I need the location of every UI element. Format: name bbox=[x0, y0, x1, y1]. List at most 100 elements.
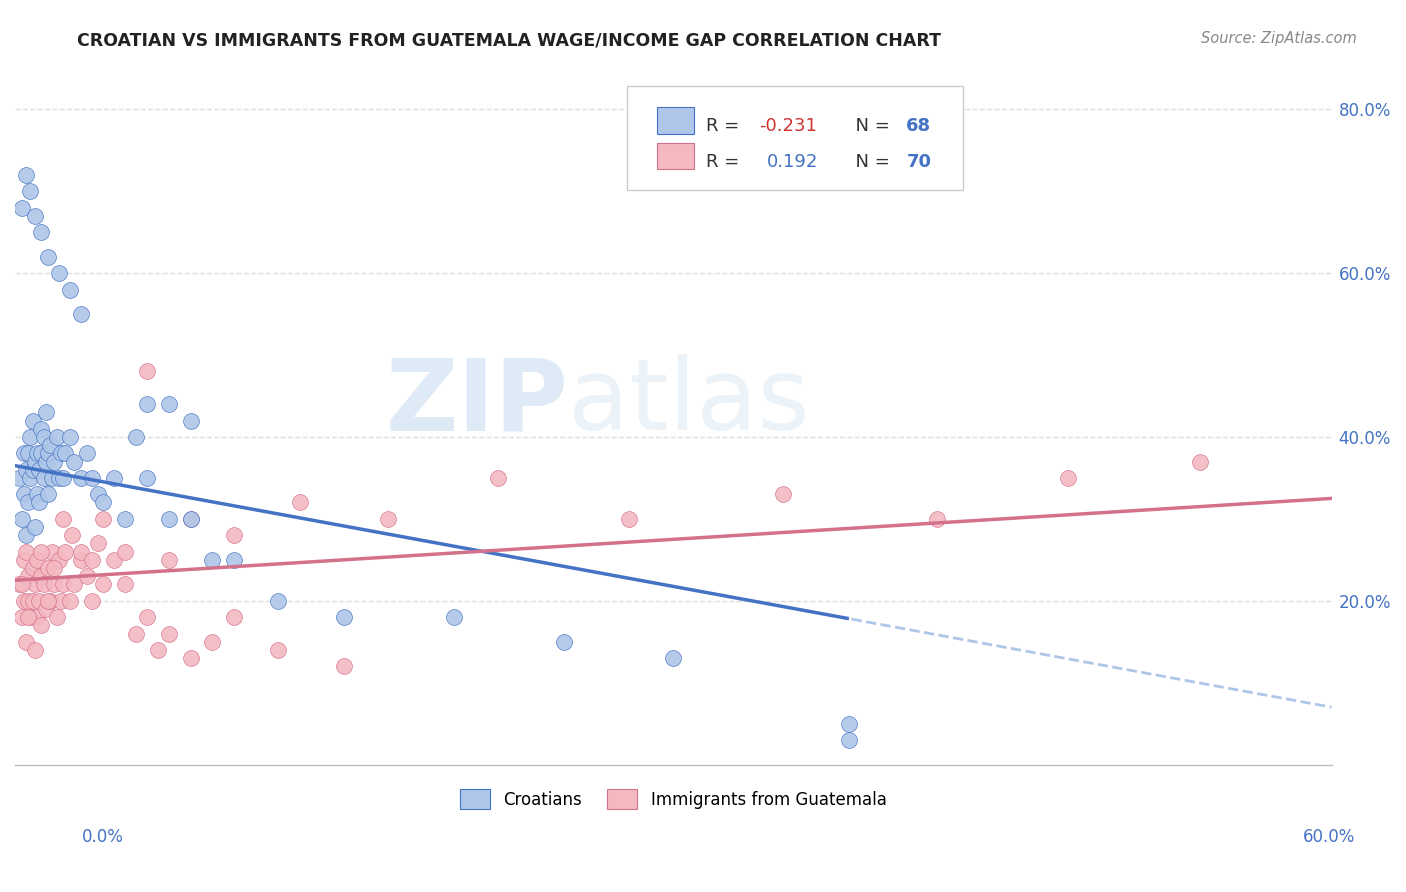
Point bbox=[91, 512, 114, 526]
Point bbox=[157, 626, 180, 640]
Point bbox=[69, 471, 91, 485]
Point bbox=[14, 634, 37, 648]
Point bbox=[224, 528, 246, 542]
Point bbox=[44, 561, 66, 575]
Point bbox=[80, 593, 103, 607]
Point bbox=[32, 471, 55, 485]
Point bbox=[20, 610, 42, 624]
Point bbox=[25, 446, 48, 460]
Point bbox=[290, 495, 312, 509]
Point bbox=[28, 495, 51, 509]
Point bbox=[44, 577, 66, 591]
Text: atlas: atlas bbox=[568, 354, 810, 451]
Point bbox=[30, 225, 52, 239]
Point bbox=[48, 266, 70, 280]
Point bbox=[224, 553, 246, 567]
Point bbox=[14, 463, 37, 477]
Point bbox=[925, 512, 948, 526]
Point bbox=[32, 577, 55, 591]
Point bbox=[125, 430, 148, 444]
Point bbox=[44, 454, 66, 468]
Point bbox=[13, 553, 35, 567]
Point bbox=[24, 577, 46, 591]
Point bbox=[10, 512, 32, 526]
Point bbox=[69, 544, 91, 558]
Point bbox=[25, 610, 48, 624]
Point bbox=[135, 610, 157, 624]
Text: N =: N = bbox=[845, 153, 896, 171]
Point bbox=[32, 430, 55, 444]
Point bbox=[49, 446, 72, 460]
Point bbox=[30, 569, 52, 583]
Point bbox=[10, 610, 32, 624]
Point bbox=[49, 593, 72, 607]
Point bbox=[24, 209, 46, 223]
Point bbox=[59, 430, 82, 444]
Text: Source: ZipAtlas.com: Source: ZipAtlas.com bbox=[1201, 31, 1357, 46]
Point bbox=[125, 626, 148, 640]
Text: R =: R = bbox=[706, 117, 745, 136]
Point bbox=[20, 430, 42, 444]
Point bbox=[21, 561, 44, 575]
Point bbox=[55, 544, 77, 558]
Point bbox=[21, 463, 44, 477]
Point bbox=[91, 495, 114, 509]
Point bbox=[41, 544, 63, 558]
Point bbox=[103, 471, 125, 485]
Point bbox=[17, 569, 39, 583]
Point bbox=[24, 454, 46, 468]
Point bbox=[59, 283, 82, 297]
Point bbox=[135, 364, 157, 378]
Point bbox=[17, 495, 39, 509]
Point bbox=[35, 405, 58, 419]
Point bbox=[180, 651, 202, 665]
Point bbox=[48, 471, 70, 485]
Point bbox=[37, 487, 59, 501]
Point bbox=[619, 512, 641, 526]
Point bbox=[333, 659, 356, 673]
Point bbox=[553, 634, 575, 648]
Point bbox=[13, 446, 35, 460]
Point bbox=[17, 610, 39, 624]
Point bbox=[1057, 471, 1080, 485]
Point bbox=[60, 528, 83, 542]
Bar bbox=[658, 143, 695, 169]
Point bbox=[103, 553, 125, 567]
Point bbox=[838, 716, 860, 731]
Point bbox=[157, 512, 180, 526]
Point bbox=[135, 397, 157, 411]
Point bbox=[37, 593, 59, 607]
Point bbox=[69, 307, 91, 321]
Point bbox=[772, 487, 794, 501]
Point bbox=[180, 512, 202, 526]
Point bbox=[838, 733, 860, 747]
Point bbox=[25, 553, 48, 567]
Point bbox=[662, 651, 685, 665]
Point bbox=[80, 553, 103, 567]
Point bbox=[24, 520, 46, 534]
Point bbox=[10, 577, 32, 591]
Point bbox=[63, 577, 86, 591]
Point bbox=[157, 553, 180, 567]
Text: ZIP: ZIP bbox=[385, 354, 568, 451]
Point bbox=[30, 446, 52, 460]
Text: 0.192: 0.192 bbox=[766, 153, 818, 171]
Point bbox=[35, 454, 58, 468]
Point bbox=[76, 569, 98, 583]
Point bbox=[201, 553, 224, 567]
Point bbox=[20, 471, 42, 485]
Point bbox=[87, 487, 110, 501]
Point bbox=[267, 643, 290, 657]
Point bbox=[37, 446, 59, 460]
Point bbox=[28, 593, 51, 607]
Point bbox=[52, 577, 75, 591]
Point bbox=[114, 544, 136, 558]
FancyBboxPatch shape bbox=[627, 86, 963, 190]
Point bbox=[14, 528, 37, 542]
Point bbox=[52, 471, 75, 485]
Point bbox=[91, 577, 114, 591]
Point bbox=[25, 487, 48, 501]
Point bbox=[21, 593, 44, 607]
Point bbox=[8, 577, 31, 591]
Point bbox=[486, 471, 509, 485]
